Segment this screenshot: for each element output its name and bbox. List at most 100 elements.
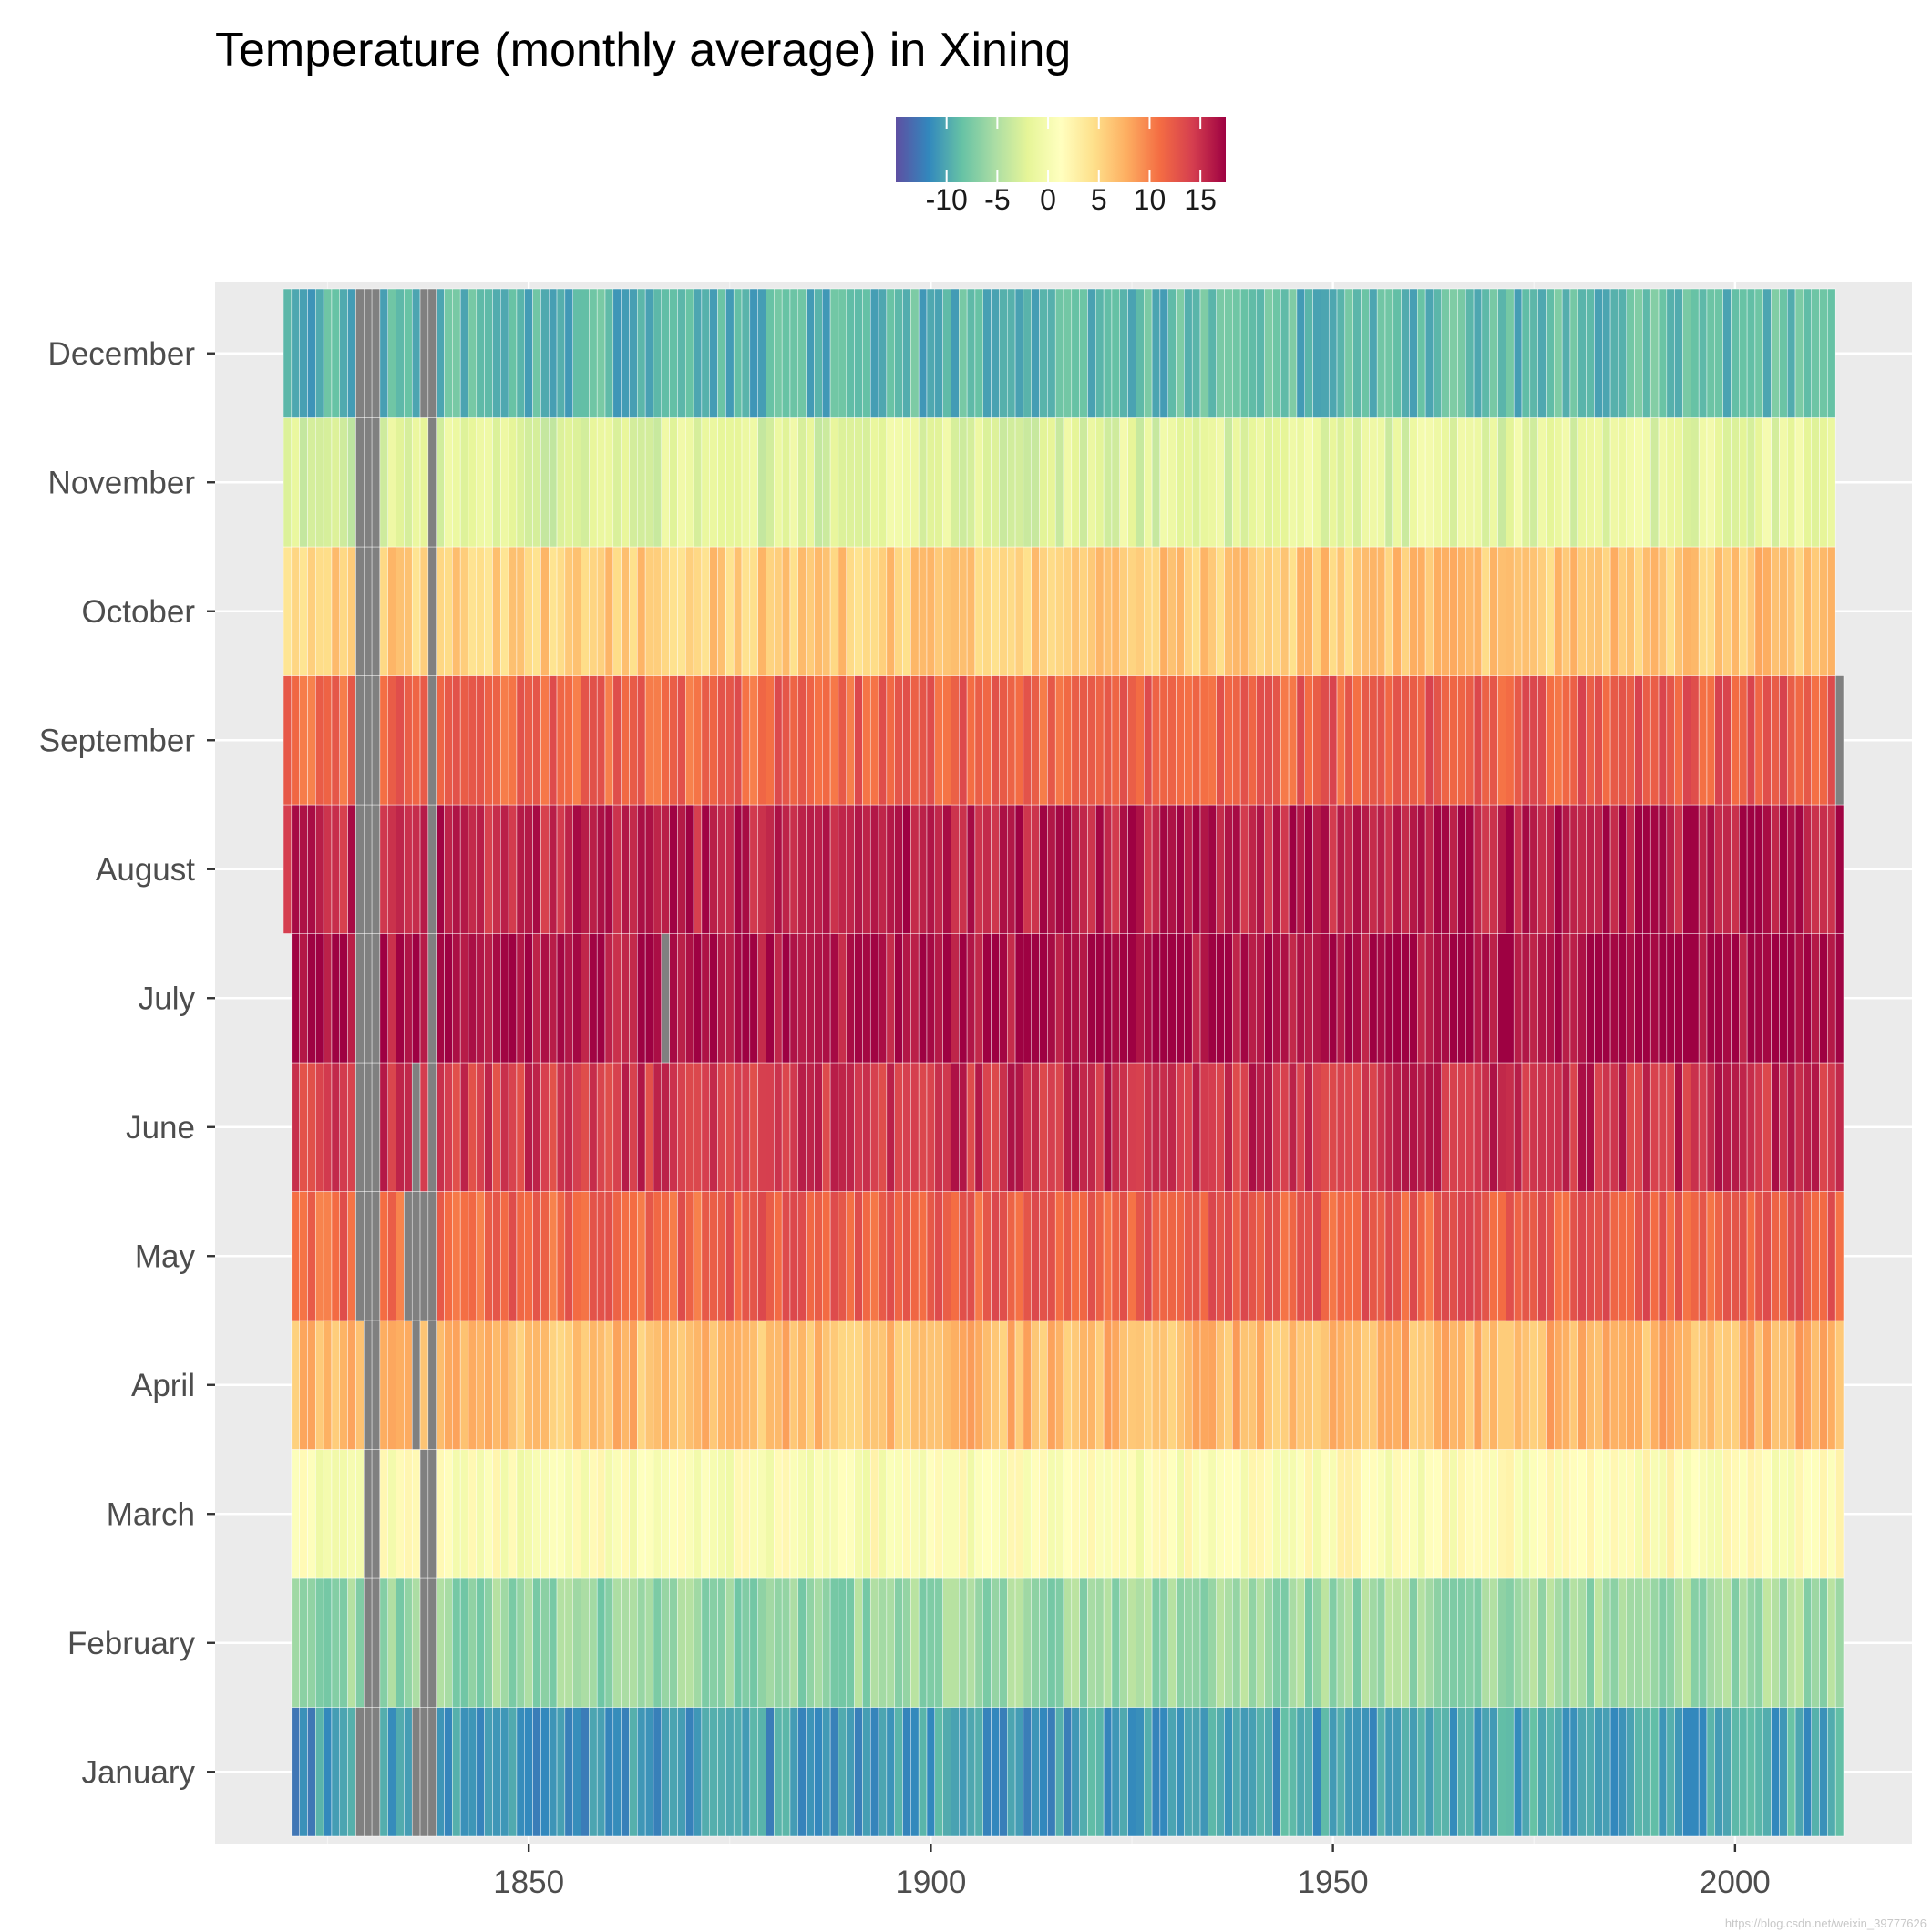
heat-cell [982,1707,992,1837]
heat-cell [459,288,469,418]
heat-cell [934,546,943,676]
heat-cell [693,933,703,1064]
legend-label: 15 [1184,183,1217,216]
heat-cell [1039,1062,1048,1192]
heat-cell [444,1062,453,1192]
heat-cell [1666,1449,1675,1579]
heat-cell [1039,288,1048,418]
heat-cell [1127,675,1136,806]
heat-cell [1561,546,1571,676]
heat-cell [725,933,735,1064]
heat-cell [757,1320,766,1450]
heat-cell [1159,1449,1168,1579]
heat-cell [1127,804,1136,934]
heat-cell [1047,1191,1056,1321]
heat-cell [1208,804,1217,934]
heat-cell [1304,1191,1313,1321]
heat-cell [1224,1707,1233,1837]
heat-cell [1546,1577,1555,1708]
heat-cell [814,546,823,676]
heat-cell [1594,546,1603,676]
heat-cell [774,1577,783,1708]
heat-cell [1159,675,1168,806]
heat-cell [822,675,831,806]
heat-cell [1569,1320,1579,1450]
heat-cell [741,546,751,676]
heat-cell [1127,1449,1136,1579]
heat-cell [1577,417,1587,548]
y-tick-label-august: August [96,852,195,888]
heat-cell [862,804,871,934]
heat-cell [869,417,879,548]
heat-cell [1321,1191,1330,1321]
heat-cell [1779,804,1788,934]
heat-cell [1521,546,1531,676]
heat-cell [1746,1062,1756,1192]
heat-cell [1384,288,1394,418]
heat-cell [693,1062,703,1192]
heat-cell [1184,675,1193,806]
heat-cell [1746,1191,1756,1321]
heat-cell [653,933,662,1064]
heat-cell [1103,675,1113,806]
heat-cell [1079,1449,1088,1579]
heat-cell [444,675,453,806]
heat-cell [789,546,799,676]
heat-cell [1473,1320,1483,1450]
heat-cell [926,1191,936,1321]
heat-cell [1577,1191,1587,1321]
heat-cell [411,1577,421,1708]
heat-cell [1216,1062,1225,1192]
heat-cell [766,804,775,934]
heat-cell [1618,546,1627,676]
x-tick-label-2000: 2000 [1700,1865,1771,1900]
heat-cell [355,417,365,548]
heat-cell [323,1191,333,1321]
heat-cell [452,933,461,1064]
heat-cell [459,417,469,548]
heat-cell [291,288,300,418]
heat-cell [1722,804,1732,934]
heat-cell [1007,1577,1016,1708]
heat-cell [1239,288,1249,418]
heat-cell [1401,1707,1410,1837]
heat-cell [1546,1062,1555,1192]
heat-cell [516,1577,525,1708]
heat-cell [1771,1707,1780,1837]
heat-cell [862,933,871,1064]
heat-cell [1087,1707,1096,1837]
heat-cell [1224,546,1233,676]
heat-cell [1328,1577,1338,1708]
heat-cell [677,1577,686,1708]
heat-cell [1401,933,1410,1064]
heat-cell [1288,1707,1298,1837]
heat-cell [1794,1449,1804,1579]
heat-cell [1794,546,1804,676]
heat-cell [548,1320,558,1450]
heat-cell [644,1191,654,1321]
heat-cell [1521,1062,1531,1192]
heat-cell [1007,546,1016,676]
heat-cell [1682,1449,1691,1579]
heat-cell [1071,933,1080,1064]
heat-cell [886,288,895,418]
heat-cell [1352,288,1362,418]
heat-cell [1626,1449,1635,1579]
heat-cell [878,417,888,548]
heat-cell [766,1191,775,1321]
heat-cell [427,933,437,1064]
heat-cell [307,1577,316,1708]
heat-cell [1208,1577,1217,1708]
heat-cell [1151,933,1161,1064]
heat-cell [1642,675,1651,806]
heat-cell [1239,1577,1249,1708]
heat-cell [822,546,831,676]
heat-cell [1321,417,1330,548]
heat-cell [1457,675,1466,806]
heat-cell [331,546,341,676]
heat-cell [1754,1449,1763,1579]
heat-cell [452,675,461,806]
heat-cell [1786,675,1796,806]
heat-cell [1537,1320,1547,1450]
heat-cell [419,1320,429,1450]
